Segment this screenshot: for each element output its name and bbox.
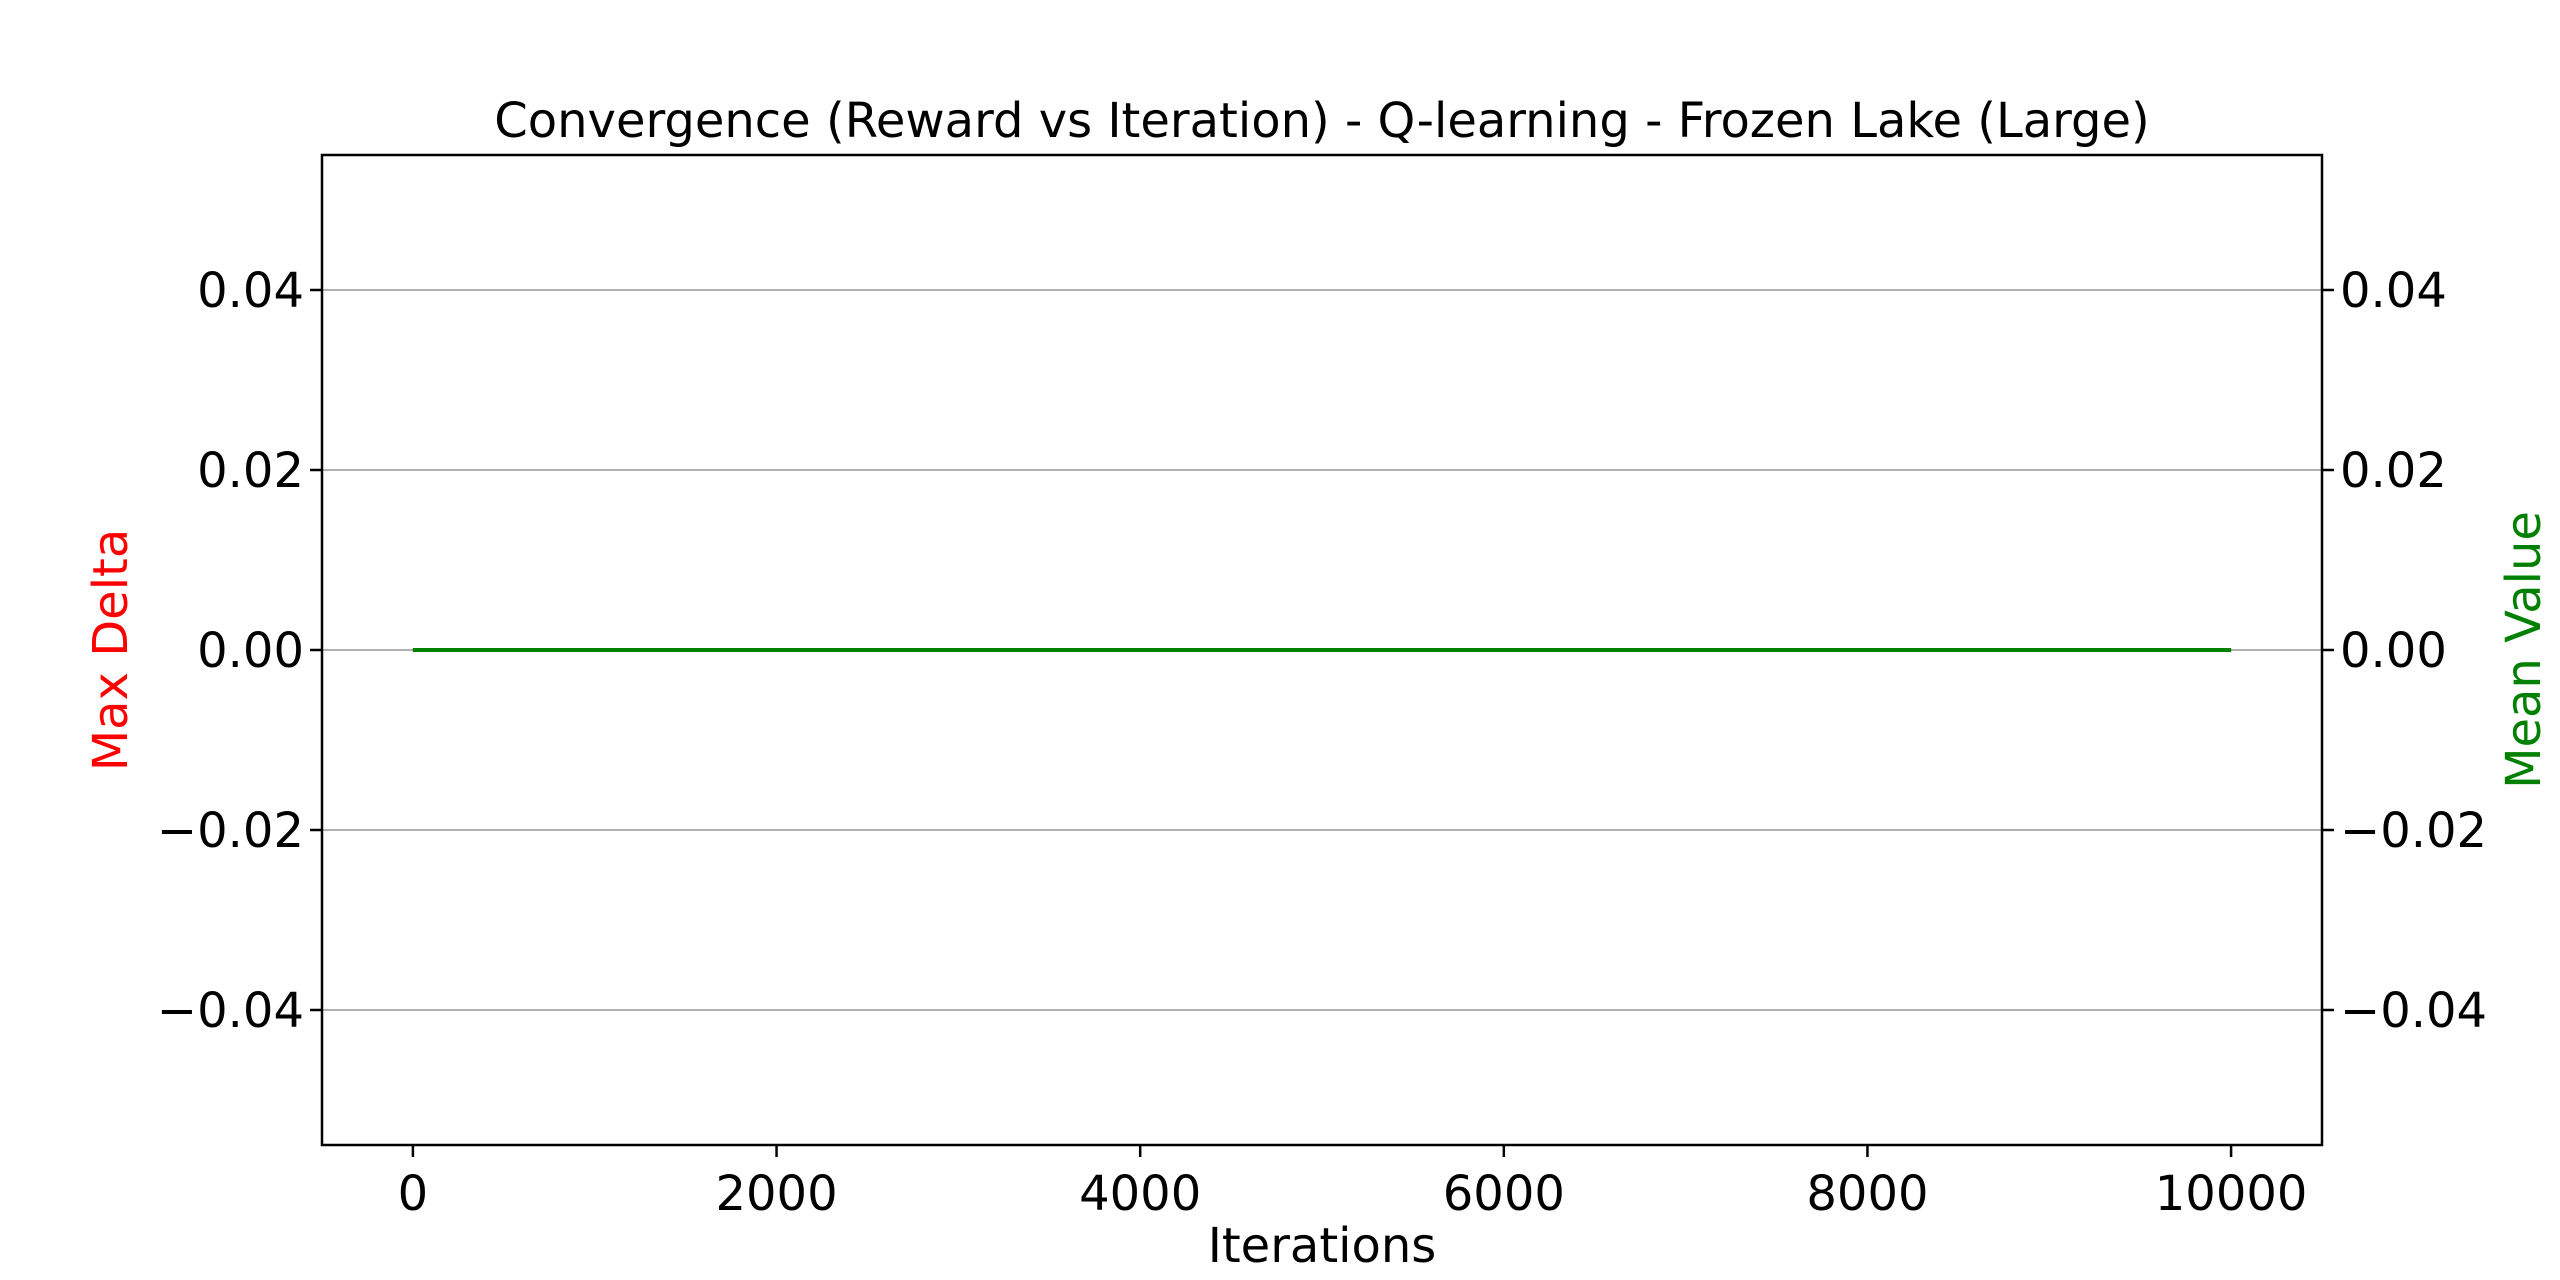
x-axis-label: Iterations — [1208, 1218, 1437, 1274]
x-tick-label: 8000 — [1806, 1166, 1928, 1222]
x-tick-label: 2000 — [715, 1166, 837, 1222]
y-tick-label-left: 0.04 — [197, 263, 304, 319]
ticks: 0.04 0.02 0.00 −0.02 −0.04 0.04 0.02 0.00 −0.02 −… — [157, 263, 2487, 1222]
x-tick-label: 0 — [398, 1166, 429, 1222]
x-tick-label: 6000 — [1443, 1166, 1565, 1222]
y-tick-label-left: 0.02 — [197, 443, 304, 499]
y-axis-label-left: Max Delta — [83, 529, 139, 772]
y-tick-label-right: 0.02 — [2340, 443, 2447, 499]
y-tick-label-left: −0.02 — [157, 803, 304, 859]
x-tick-label: 4000 — [1079, 1166, 1201, 1222]
chart-title: Convergence (Reward vs Iteration) - Q-le… — [494, 93, 2150, 149]
y-tick-label-right: −0.04 — [2340, 983, 2487, 1039]
y-axis-label-right: Mean Value — [2496, 511, 2552, 789]
x-tick-label: 10000 — [2155, 1166, 2308, 1222]
y-tick-label-right: −0.02 — [2340, 803, 2487, 859]
y-tick-label-left: 0.00 — [197, 623, 304, 679]
y-tick-label-right: 0.04 — [2340, 263, 2447, 319]
y-tick-label-right: 0.00 — [2340, 623, 2447, 679]
y-tick-label-left: −0.04 — [157, 983, 304, 1039]
